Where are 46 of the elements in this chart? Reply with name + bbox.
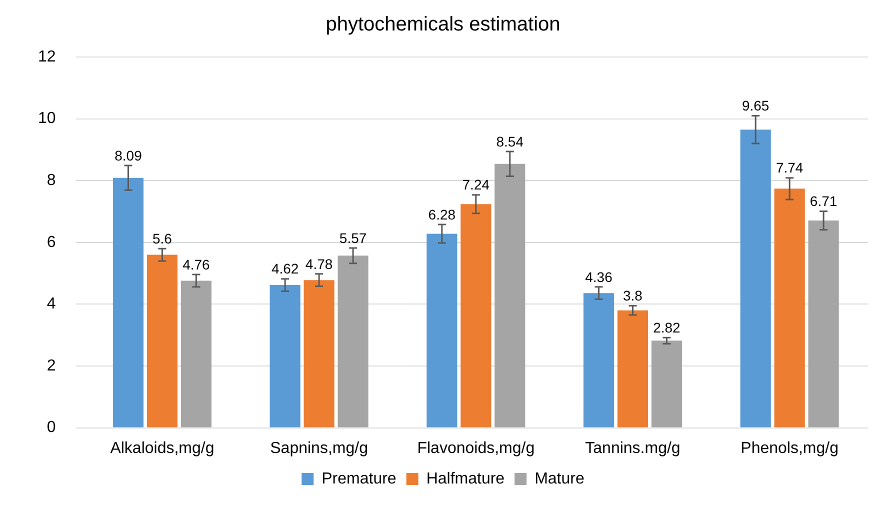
data-label: 5.57	[339, 230, 367, 246]
y-tick-label: 10	[38, 110, 56, 128]
data-label: 8.54	[496, 133, 524, 150]
data-label: 8.09	[114, 147, 142, 164]
bar	[304, 280, 334, 428]
x-tick-label: Alkaloids,mg/g	[110, 440, 214, 457]
bar	[460, 204, 492, 428]
y-tick-label: 8	[46, 172, 56, 190]
bar	[112, 178, 144, 428]
data-label: 4.62	[271, 260, 299, 277]
data-label: 2.82	[653, 319, 681, 336]
bar	[774, 188, 805, 428]
bar	[270, 285, 300, 428]
data-label: 4.36	[585, 268, 613, 285]
data-label: 9.65	[742, 98, 770, 114]
data-label: 4.78	[305, 256, 333, 272]
bar	[180, 280, 212, 428]
x-tick-label: Phenols,mg/g	[740, 440, 838, 457]
y-tick-label: 0	[46, 419, 56, 436]
bar	[651, 340, 682, 428]
x-tick-label: Sapnins,mg/g	[270, 440, 368, 457]
y-tick-label: 6	[46, 234, 56, 251]
x-tick-label: Tannins.mg/g	[585, 440, 680, 457]
data-label: 3.8	[623, 288, 643, 304]
chart-title: phytochemicals estimation	[326, 14, 560, 36]
bar	[146, 254, 178, 428]
y-tick-label: 2	[46, 357, 56, 374]
bar	[426, 234, 458, 428]
data-label: 4.76	[182, 256, 210, 272]
bar	[583, 293, 614, 428]
legend-label: Mature	[534, 470, 584, 488]
legend-label: Halfmature	[426, 470, 505, 488]
bar	[808, 220, 839, 428]
bar	[740, 130, 771, 428]
bar	[617, 310, 648, 428]
legend-label: Premature	[322, 470, 396, 488]
data-label: 6.28	[428, 206, 456, 222]
x-tick-label: Flavonoids,mg/g	[417, 440, 535, 457]
data-label: 7.74	[776, 160, 804, 176]
y-tick-label: 4	[46, 296, 56, 313]
y-tick-label: 12	[38, 48, 56, 66]
bar	[494, 164, 526, 428]
bar	[338, 256, 368, 428]
data-label: 6.71	[810, 193, 838, 210]
data-label: 7.24	[462, 176, 490, 193]
data-label: 5.6	[152, 230, 172, 246]
